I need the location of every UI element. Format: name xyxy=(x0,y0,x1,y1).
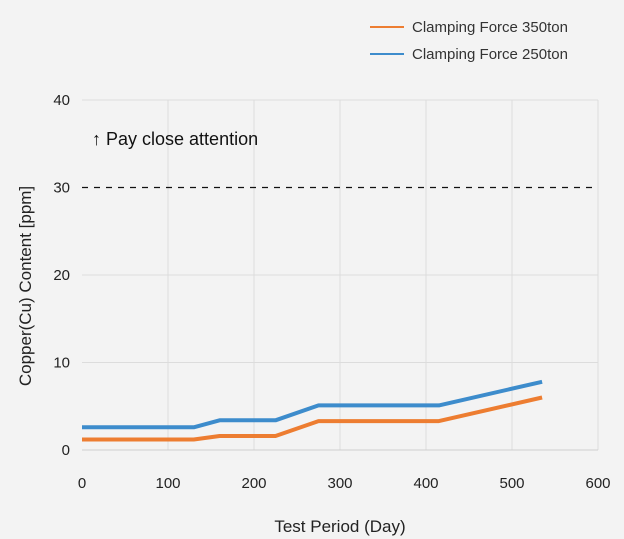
y-tick-label: 40 xyxy=(53,92,70,109)
x-tick-label: 300 xyxy=(327,475,352,492)
y-tick-label: 30 xyxy=(53,180,70,197)
y-tick-label: 0 xyxy=(62,442,70,459)
x-tick-label: 400 xyxy=(413,475,438,492)
y-axis-title: Copper(Cu) Content [ppm] xyxy=(16,186,35,386)
x-tick-label: 600 xyxy=(585,475,610,492)
x-tick-label: 200 xyxy=(241,475,266,492)
grid xyxy=(82,99,599,450)
x-tick-label: 500 xyxy=(499,475,524,492)
legend: Clamping Force 350ton Clamping Force 250t… xyxy=(370,19,568,63)
x-tick-label: 100 xyxy=(155,475,180,492)
y-tick-label: 20 xyxy=(53,267,70,284)
legend-label: Clamping Force 250ton xyxy=(412,46,568,63)
y-tick-label: 10 xyxy=(53,355,70,372)
x-tick-label: 0 xyxy=(78,475,86,492)
legend-label: Clamping Force 350ton xyxy=(412,19,568,36)
series-layer xyxy=(82,379,543,442)
annotation-text: ↑ Pay close attention xyxy=(92,129,258,149)
x-axis-title: Test Period (Day) xyxy=(274,517,405,536)
series-line-2 xyxy=(82,379,543,430)
series-line-1 xyxy=(82,395,543,442)
